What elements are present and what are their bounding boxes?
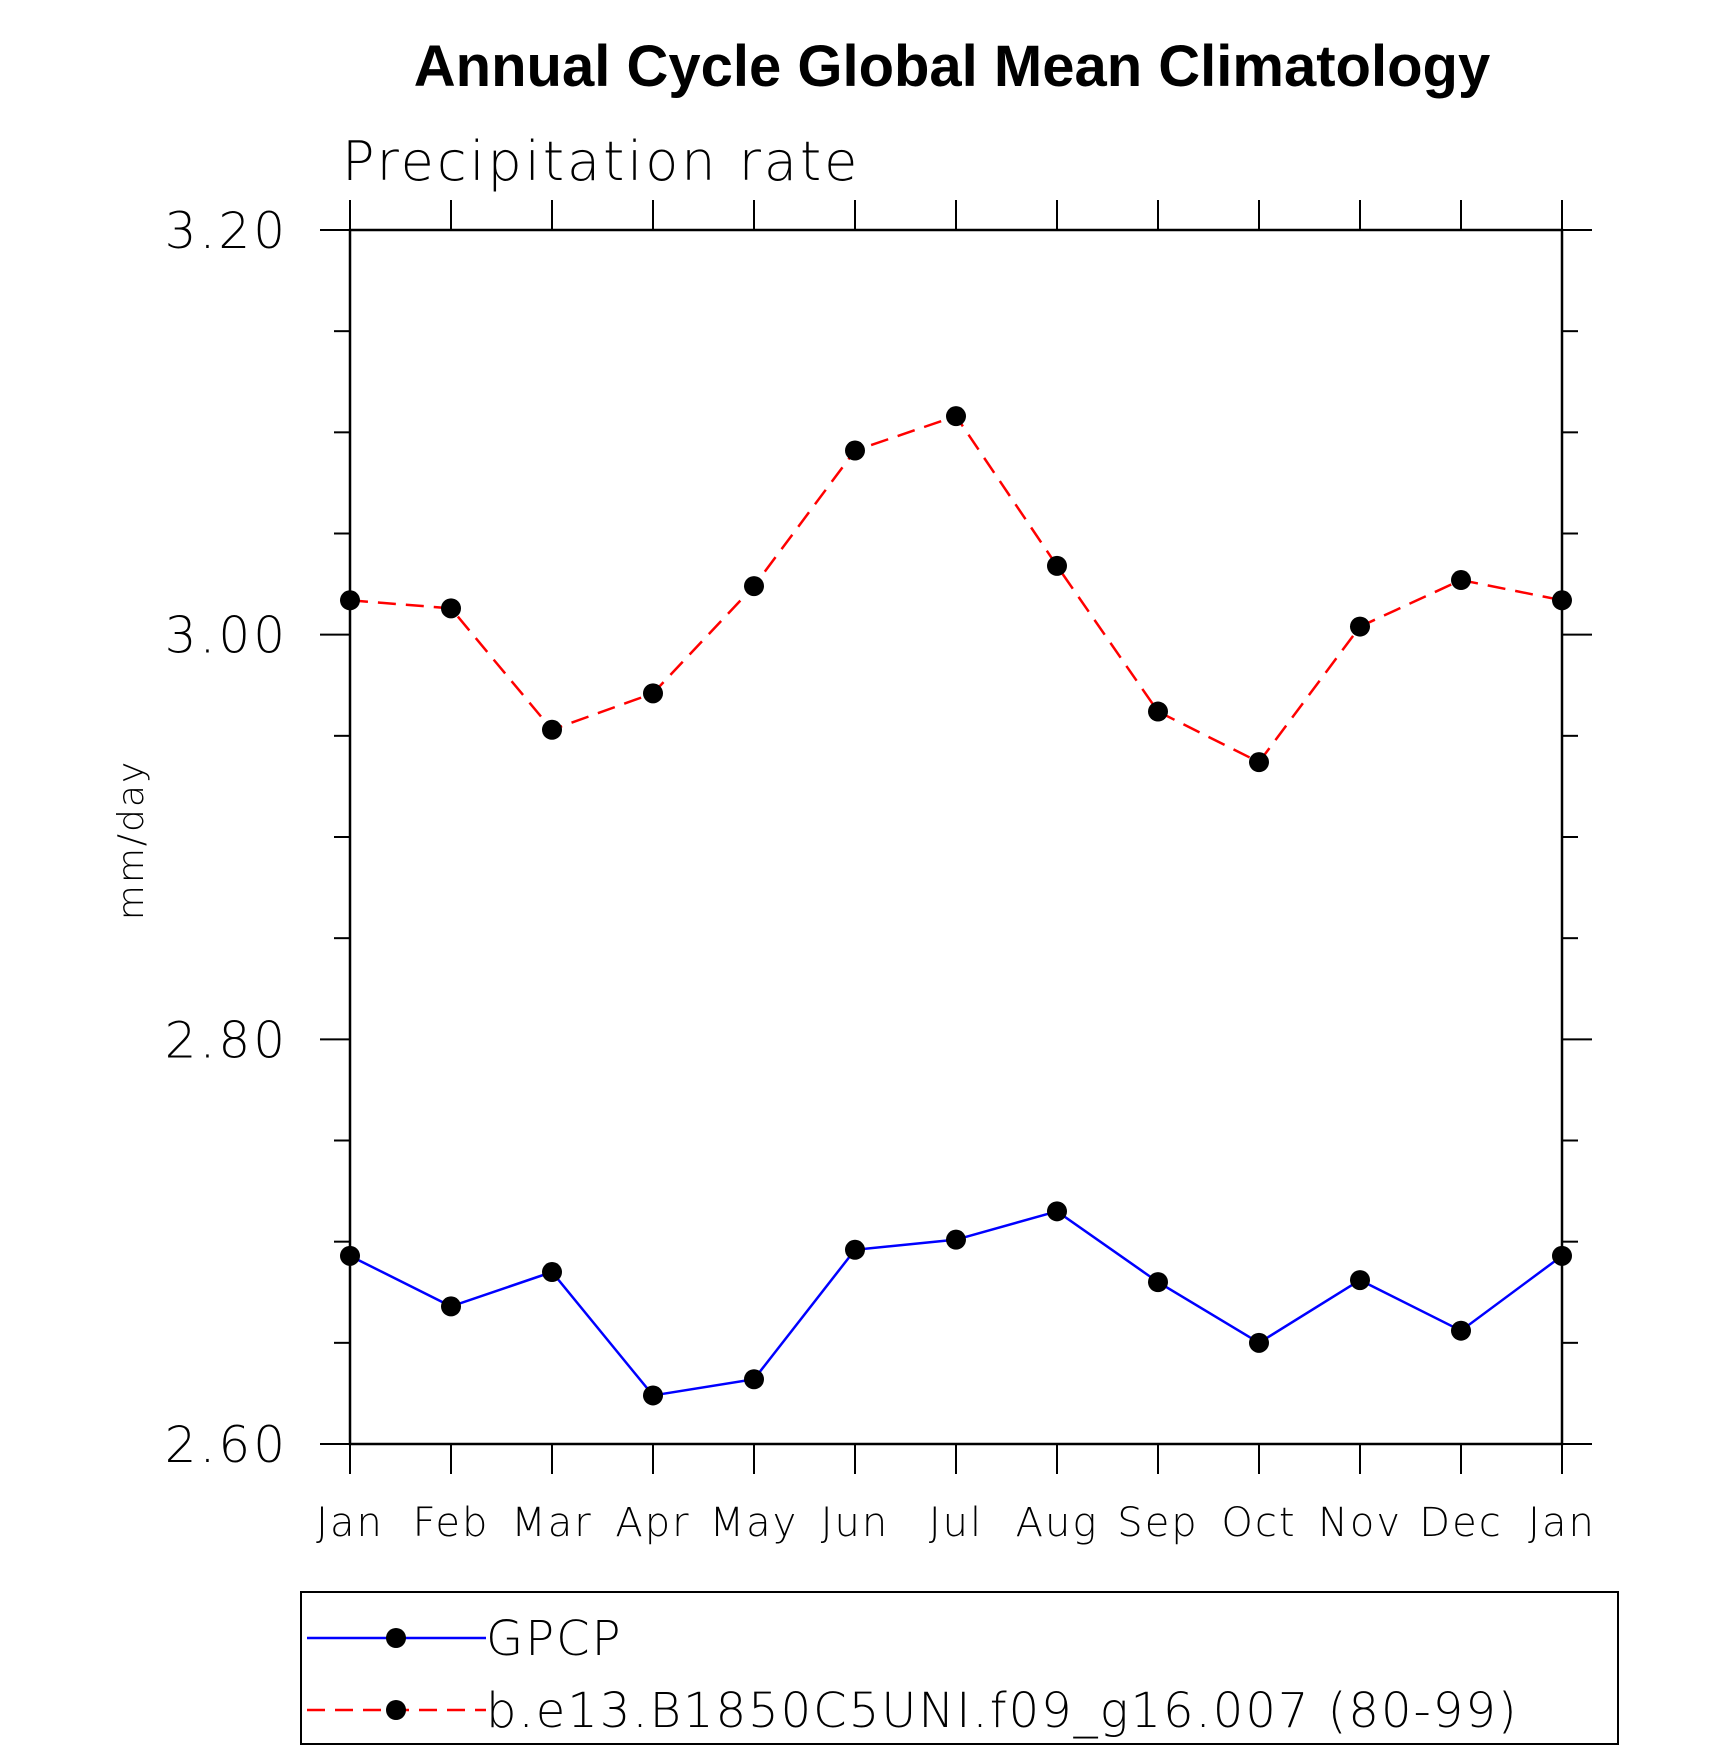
legend: GPCP b.e13.B1850C5UNI.f09_g16.007 (80-99) bbox=[300, 1591, 1619, 1745]
data-point bbox=[340, 590, 360, 611]
x-tick-label: Jan bbox=[316, 1500, 384, 1546]
legend-label: GPCP bbox=[486, 1611, 623, 1667]
data-point bbox=[441, 598, 461, 619]
x-tick-label: Jun bbox=[821, 1500, 890, 1546]
data-point bbox=[845, 440, 865, 461]
axes: 2.60 2.80 3.00 3.20 Jan Feb Mar Apr May Jun Jul Aug… bbox=[165, 200, 1596, 1546]
data-point bbox=[1047, 1201, 1067, 1222]
x-tick-label: Dec bbox=[1419, 1500, 1502, 1546]
x-tick-label: May bbox=[710, 1500, 799, 1546]
x-tick-label: Sep bbox=[1117, 1500, 1198, 1546]
data-point bbox=[744, 576, 764, 597]
data-point bbox=[744, 1369, 764, 1390]
y-tick-label: 3.00 bbox=[165, 607, 288, 665]
x-tick-label: Jan bbox=[1528, 1500, 1596, 1546]
legend-marker bbox=[386, 1700, 406, 1720]
data-point bbox=[542, 719, 562, 740]
legend-box bbox=[300, 1591, 1619, 1745]
data-point bbox=[1148, 701, 1168, 722]
data-point bbox=[845, 1239, 865, 1260]
series-line-2 bbox=[349, 414, 1563, 764]
chart-subtitle: Precipitation rate bbox=[342, 130, 860, 193]
y-tick-label: 2.80 bbox=[165, 1011, 288, 1069]
data-point bbox=[1451, 570, 1471, 591]
data-point bbox=[1350, 1270, 1370, 1291]
x-tick-label: Apr bbox=[615, 1500, 690, 1546]
x-tick-label: Feb bbox=[413, 1500, 490, 1546]
data-point bbox=[1552, 1245, 1572, 1266]
data-point bbox=[643, 1385, 663, 1406]
x-tick-label: Oct bbox=[1221, 1500, 1296, 1546]
data-point bbox=[946, 406, 966, 427]
x-tick-label: Aug bbox=[1016, 1500, 1099, 1546]
x-tick-label: Jul bbox=[929, 1500, 983, 1546]
series-layer bbox=[340, 406, 1572, 1406]
data-point bbox=[1451, 1320, 1471, 1341]
legend-label: b.e13.B1850C5UNI.f09_g16.007 (80-99) bbox=[486, 1683, 1519, 1739]
data-point bbox=[340, 1245, 360, 1266]
x-tick-label: Nov bbox=[1318, 1500, 1402, 1546]
data-point bbox=[1047, 555, 1067, 576]
chart-title: Annual Cycle Global Mean Climatology bbox=[414, 34, 1490, 99]
data-point bbox=[441, 1296, 461, 1317]
data-point bbox=[946, 1229, 966, 1250]
data-point bbox=[643, 683, 663, 704]
y-tick-label: 3.20 bbox=[165, 202, 288, 260]
y-axis-label: mm/day bbox=[111, 760, 152, 920]
x-tick-label: Mar bbox=[511, 1500, 592, 1546]
data-point bbox=[1552, 590, 1572, 611]
data-point bbox=[1249, 1332, 1269, 1353]
data-point bbox=[1249, 752, 1269, 773]
legend-marker bbox=[386, 1628, 406, 1648]
y-tick-label: 2.60 bbox=[165, 1416, 288, 1474]
data-point bbox=[1350, 616, 1370, 637]
data-point bbox=[1148, 1272, 1168, 1293]
data-point bbox=[542, 1262, 562, 1283]
